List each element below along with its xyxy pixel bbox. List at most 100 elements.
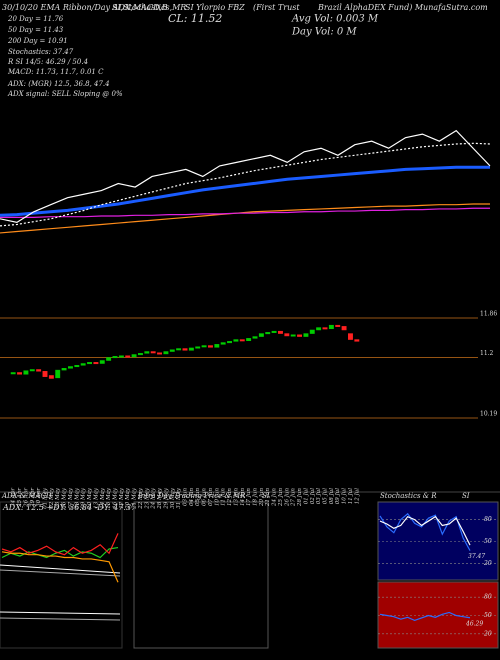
series-line bbox=[0, 142, 491, 227]
x-tick-label: 28 May bbox=[157, 487, 163, 510]
x-tick-label: 14 May bbox=[100, 487, 106, 509]
candle bbox=[354, 339, 360, 342]
x-tick-label: 26 Jun bbox=[284, 488, 290, 507]
candle bbox=[106, 357, 112, 361]
candle bbox=[80, 363, 86, 366]
candle bbox=[227, 341, 232, 344]
legend: 20 Day = 11.76 bbox=[7, 15, 64, 23]
x-tick-label: 21 Jun bbox=[265, 488, 271, 507]
x-tick-label: 20 Jun bbox=[259, 488, 265, 507]
x-tick-label: 03 May bbox=[55, 487, 61, 509]
rsi-panel bbox=[377, 581, 499, 649]
x-tick-label: 12 Jun bbox=[227, 488, 233, 506]
candle bbox=[335, 324, 341, 327]
x-tick-label: 29 Apr bbox=[30, 488, 36, 508]
x-tick-label: 09 Jul bbox=[335, 488, 341, 504]
x-tick-label: 05 Jun bbox=[195, 488, 201, 506]
candle bbox=[239, 339, 245, 342]
volume: Day Vol: 0 M bbox=[291, 27, 357, 38]
y-tick-label: 10.19 bbox=[480, 411, 497, 418]
candle bbox=[348, 333, 353, 340]
candle bbox=[265, 332, 271, 335]
candle bbox=[303, 333, 309, 337]
header: (First Trust bbox=[253, 3, 300, 12]
x-tick-label: 01 May bbox=[43, 487, 49, 509]
x-tick-label: 16 May bbox=[113, 487, 119, 509]
x-tick-label: 03 Jul bbox=[316, 488, 322, 504]
candle bbox=[68, 366, 73, 369]
series-line bbox=[1, 551, 119, 583]
x-tick-label: 28 Jun bbox=[297, 488, 303, 507]
candle bbox=[36, 369, 42, 372]
x-tick-label: 03 Jun bbox=[183, 488, 189, 506]
x-tick-label: 10 May bbox=[87, 487, 93, 509]
info: ADX: (MGR) 12.5, 36.8, 47.4 bbox=[7, 80, 110, 88]
stoch-panel bbox=[377, 501, 499, 581]
x-tick-label: 06 Jun bbox=[202, 488, 208, 506]
x-tick-label: 01 Jul bbox=[303, 488, 309, 504]
x-tick-label: 17 Jun bbox=[246, 488, 252, 506]
x-tick-label: 14 Jun bbox=[240, 488, 246, 506]
candle bbox=[23, 370, 29, 375]
candle bbox=[118, 355, 124, 358]
x-tick-label: 18 Jun bbox=[253, 488, 259, 506]
info: Stochastics: 37.47 bbox=[8, 48, 74, 56]
series-line bbox=[0, 165, 490, 217]
x-tick-label: 13 May bbox=[93, 487, 99, 509]
candle bbox=[29, 369, 35, 372]
x-tick-label: 30 May bbox=[170, 487, 176, 509]
x-tick-label: 23 May bbox=[144, 487, 150, 510]
candle bbox=[10, 372, 16, 375]
x-tick-label: 11 Jul bbox=[348, 488, 354, 504]
intraday-panel bbox=[133, 501, 269, 649]
info: MACD: 11.73, 11.7, 0.01 C bbox=[7, 68, 104, 76]
x-tick-label: 26 Apr bbox=[23, 488, 29, 508]
candle bbox=[99, 360, 105, 364]
y-tick-label: 80 bbox=[484, 516, 492, 523]
candle bbox=[42, 371, 48, 377]
last-value: 37.47 bbox=[468, 553, 485, 560]
x-tick-label: 08 May bbox=[74, 487, 80, 509]
header: 30/10/20 EMA Ribbon/Day ADX,MACD,B bbox=[2, 3, 168, 12]
candle bbox=[290, 334, 296, 337]
candle bbox=[214, 344, 220, 348]
candle bbox=[144, 351, 150, 354]
candle bbox=[252, 336, 258, 339]
x-tick-label: 24 May bbox=[151, 487, 157, 510]
candle bbox=[112, 356, 118, 359]
candle bbox=[271, 330, 277, 333]
x-tick-label: 29 May bbox=[163, 487, 169, 510]
candle bbox=[322, 327, 328, 330]
macd-line bbox=[0, 617, 121, 621]
candle bbox=[169, 349, 175, 352]
x-tick-label: 10 Jun bbox=[214, 488, 220, 506]
macd-line bbox=[0, 569, 121, 577]
candle bbox=[55, 369, 61, 379]
candle bbox=[131, 354, 137, 358]
x-tick-label: 24 Jun bbox=[272, 488, 278, 507]
candle bbox=[220, 342, 226, 345]
x-tick-label: 27 Jun bbox=[291, 488, 297, 507]
x-tick-label: 05 Jul bbox=[323, 488, 329, 504]
candle bbox=[176, 348, 182, 351]
legend: 200 Day = 10.91 bbox=[7, 37, 68, 45]
series-line bbox=[1, 546, 119, 559]
macd-line bbox=[0, 564, 121, 574]
volume: Avg Vol: 0.003 M bbox=[291, 14, 379, 25]
candle bbox=[157, 352, 162, 355]
y-tick-label: 20 bbox=[483, 630, 492, 637]
panel-title: SI bbox=[262, 492, 270, 500]
candle bbox=[188, 347, 194, 351]
candle bbox=[125, 355, 131, 358]
x-tick-label: 30 Apr bbox=[36, 488, 42, 507]
series-line bbox=[379, 512, 471, 551]
y-tick-label: 11.2 bbox=[480, 350, 494, 357]
x-tick-label: 06 May bbox=[62, 487, 68, 509]
series-line bbox=[1, 533, 119, 556]
candle bbox=[258, 333, 264, 337]
macd-line bbox=[0, 611, 121, 615]
header: SI Ylorpio FBZ bbox=[185, 3, 245, 12]
x-tick-label: 10 Jul bbox=[342, 488, 348, 504]
candle bbox=[246, 338, 252, 342]
